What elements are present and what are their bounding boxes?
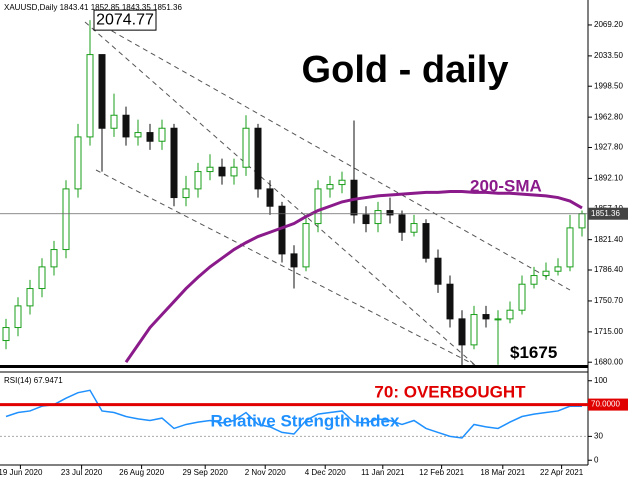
- candle-body: [170, 127, 178, 199]
- rsi-title: RSI(14) 67.9471: [4, 376, 63, 385]
- level-tag-label: 70.0000: [591, 400, 620, 409]
- candle-body: [458, 318, 466, 346]
- y-tick-label: 30: [594, 431, 603, 440]
- candle-body: [194, 171, 202, 190]
- candle-body: [494, 318, 502, 321]
- candle-body: [242, 127, 250, 168]
- y-tick-label: 1750.70: [594, 296, 623, 305]
- x-tick-label: 26 Aug 2020: [119, 468, 164, 477]
- price-tag: [588, 207, 628, 220]
- candle-body: [542, 270, 550, 277]
- candle-body: [470, 314, 478, 346]
- candle-body: [86, 54, 94, 138]
- x-tick-label: 2 Nov 2020: [245, 468, 286, 477]
- candle-body: [326, 184, 334, 190]
- channel-line: [95, 169, 476, 366]
- x-tick-label: 18 Mar 2021: [480, 468, 525, 477]
- y-tick-label: 1998.50: [594, 81, 623, 90]
- y-tick-label: 100: [594, 376, 608, 385]
- candle-body: [146, 132, 154, 142]
- candle-body: [230, 166, 238, 177]
- candle-body: [518, 283, 526, 311]
- level-tag: [588, 398, 628, 411]
- rsi-line: [5, 389, 583, 439]
- x-tick-label: 23 Jul 2020: [61, 468, 103, 477]
- candle-body: [254, 127, 262, 190]
- y-tick-label: 2033.50: [594, 51, 623, 60]
- candle-body: [530, 275, 538, 285]
- y-tick-label: 1715.00: [594, 327, 623, 336]
- y-tick-label: 1786.40: [594, 265, 623, 274]
- high-box: [93, 9, 157, 31]
- price-tag-label: 1851.36: [591, 209, 620, 218]
- y-tick-label: 1821.40: [594, 235, 623, 244]
- x-tick-label: 11 Jan 2021: [361, 468, 405, 477]
- x-tick-label: 22 Apr 2021: [540, 468, 584, 477]
- support-label: $1675: [510, 343, 557, 362]
- candle-body: [98, 54, 106, 129]
- x-tick-label: 19 Jun 2020: [0, 468, 43, 477]
- high-label: 2074.77: [96, 11, 154, 28]
- candle-body: [26, 288, 34, 307]
- candle-body: [434, 257, 442, 285]
- header: XAUUSD,Daily 1843.41 1852.85 1843.35 185…: [4, 3, 182, 12]
- candle-body: [74, 136, 82, 190]
- candle-body: [218, 166, 226, 177]
- sma-label: 200-SMA: [470, 176, 542, 195]
- candle-body: [386, 210, 394, 216]
- candle-body: [578, 213, 586, 229]
- candle-body: [410, 223, 418, 233]
- candle-body: [374, 210, 382, 225]
- candle-body: [2, 327, 10, 342]
- candle-body: [134, 132, 142, 138]
- x-tick-label: 4 Dec 2020: [305, 468, 346, 477]
- x-tick-label: 12 Feb 2021: [419, 468, 464, 477]
- candle-body: [62, 188, 70, 251]
- y-tick-label: 2069.20: [594, 20, 623, 29]
- candle-body: [422, 223, 430, 259]
- candle-body: [482, 314, 490, 320]
- candle-body: [38, 266, 46, 290]
- candle-body: [110, 114, 118, 129]
- candle-body: [302, 223, 310, 268]
- chart-title: Gold - daily: [302, 49, 509, 91]
- candle-body: [182, 188, 190, 199]
- candle-body: [266, 188, 274, 207]
- candle-body: [506, 309, 514, 320]
- y-tick-label: 1680.00: [594, 357, 623, 366]
- y-tick-label: 1927.80: [594, 143, 623, 152]
- candle-body: [290, 253, 298, 268]
- y-tick-label: 1962.80: [594, 112, 623, 121]
- candle-body: [554, 266, 562, 272]
- x-tick-label: 29 Sep 2020: [183, 468, 229, 477]
- candle-body: [206, 166, 214, 173]
- annotation: 70: OVERBOUGHT: [374, 382, 526, 401]
- candle-body: [446, 283, 454, 320]
- candle-body: [14, 305, 22, 329]
- sma-line: [124, 189, 583, 364]
- candle-body: [338, 179, 346, 186]
- candle-body: [566, 227, 574, 268]
- candle-body: [158, 127, 166, 142]
- candle-body: [314, 188, 322, 225]
- candle-body: [398, 214, 406, 233]
- channel-line: [84, 21, 476, 366]
- channel-line: [95, 21, 571, 291]
- y-tick-label: 0: [594, 455, 599, 464]
- candle-body: [122, 114, 130, 138]
- y-tick-label: 1892.10: [594, 174, 623, 183]
- candle-body: [50, 249, 58, 268]
- candle-body: [362, 214, 370, 225]
